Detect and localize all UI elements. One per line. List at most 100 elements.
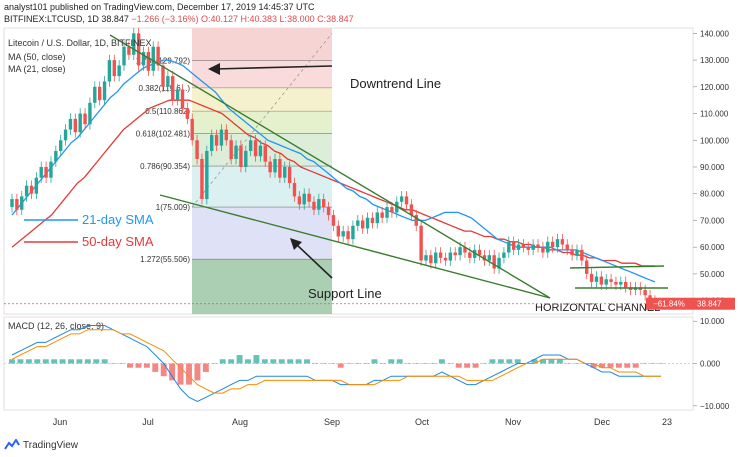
candle-body: [375, 212, 379, 224]
downtrend-line: [109, 34, 551, 299]
macd-hist-bar: [489, 359, 496, 364]
macd-y-tick-label: −10.000: [700, 402, 730, 411]
candle-body: [209, 134, 214, 151]
candle-body: [589, 273, 594, 282]
y-tick-label: 100.000: [700, 136, 729, 145]
macd-hist-bar: [320, 363, 327, 364]
macd-hist-bar: [127, 363, 133, 368]
downtrend-arrowhead: [208, 63, 220, 75]
macd-hist-bar: [304, 359, 310, 364]
candle-body: [302, 193, 306, 205]
macd-hist-bar: [413, 363, 420, 364]
footer-brand[interactable]: TradingView: [4, 439, 78, 451]
macd-hist-bar: [160, 363, 167, 377]
fib-zone: [192, 111, 332, 134]
macd-hist-bar: [118, 363, 125, 364]
candle-body: [180, 89, 185, 109]
macd-hist-bar: [25, 359, 32, 364]
macd-hist-bar: [388, 359, 395, 364]
fib-trend-line: [191, 33, 333, 208]
candle-body: [195, 140, 199, 159]
macd-hist-bar: [624, 363, 631, 368]
candle-body: [390, 207, 394, 213]
candle-body: [404, 196, 409, 205]
macd-title: MACD (12, 26, close, 9): [8, 321, 104, 331]
signal-line: [11, 329, 661, 394]
candle-body: [312, 201, 316, 210]
candle-body: [492, 255, 496, 269]
candle-body: [185, 108, 190, 119]
last-price-badge: [693, 297, 735, 310]
macd-hist-bar: [590, 363, 597, 368]
macd-y-tick-label: 0.000: [700, 360, 721, 369]
macd-hist-bar: [641, 363, 648, 364]
macd-hist-bar: [599, 363, 605, 368]
macd-hist-bar: [346, 363, 353, 364]
x-tick-label: Jul: [142, 417, 154, 427]
x-tick-label: 23: [662, 417, 672, 427]
candle-body: [322, 199, 326, 208]
candle-body: [604, 279, 608, 285]
candle-body: [132, 33, 136, 55]
candle-body: [54, 150, 58, 162]
candle-body: [443, 257, 448, 261]
macd-hist-bar: [481, 363, 487, 364]
candle-body: [399, 196, 404, 202]
candle-body: [73, 118, 78, 133]
y-tick-label: 140.000: [700, 29, 729, 38]
channel-label: HORIZONTAL CHANNEL: [535, 302, 660, 314]
candle-body: [24, 185, 29, 197]
publisher-text: analyst101 published on TradingView.com,…: [4, 2, 315, 12]
candle-body: [88, 102, 92, 125]
candle-body: [297, 196, 302, 205]
macd-hist-bar: [177, 363, 184, 385]
macd-hist-bar: [573, 363, 580, 364]
y-tick-label: 110.000: [700, 110, 729, 119]
candle-body: [127, 46, 131, 55]
macd-hist-bar: [202, 363, 209, 372]
x-tick-label: Dec: [594, 417, 611, 427]
candle-body: [161, 65, 165, 87]
candle-body: [409, 204, 414, 216]
tradingview-logo-icon: [4, 439, 20, 450]
macd-hist-bar: [143, 363, 150, 368]
candle-body: [268, 161, 272, 173]
macd-hist-bar: [261, 359, 268, 364]
candle-body: [365, 217, 370, 229]
macd-hist-bar: [447, 363, 454, 364]
channel-top-line: [569, 265, 665, 269]
candle-body: [331, 215, 336, 226]
candle-body: [360, 220, 365, 229]
downtrend-arrow-shaft: [213, 65, 333, 70]
candle-body: [214, 134, 219, 146]
candle-body: [205, 150, 209, 200]
candle-body: [49, 161, 53, 178]
candle-body: [44, 166, 48, 178]
candle-body: [526, 247, 530, 250]
macd-hist-bar: [329, 363, 336, 364]
macd-hist-bar: [455, 363, 462, 368]
candle-body: [463, 247, 467, 253]
candle-body: [83, 113, 87, 125]
fib-level-label: 0.786(90.354): [140, 162, 190, 171]
price-pane-title: Litecoin / U.S. Dollar, 1D, BITFINEX: [8, 38, 152, 48]
candle-body: [341, 231, 345, 237]
macd-hist-bar: [632, 363, 639, 368]
x-tick-label: Oct: [415, 417, 430, 427]
legend-ma50: MA (50, close): [8, 52, 66, 62]
macd-hist-bar: [93, 359, 100, 364]
macd-hist-bar: [615, 363, 622, 368]
candle-body: [560, 239, 565, 245]
macd-hist-bar: [270, 359, 277, 364]
symbol-line: BITFINEX:LTCUSD, 1D 38.847 −1.266 (−3.16…: [4, 14, 354, 24]
macd-hist-bar: [658, 363, 664, 364]
candle-body: [458, 247, 462, 256]
support-arrowhead: [290, 238, 302, 250]
candle-body: [29, 185, 34, 194]
candle-body: [317, 199, 321, 210]
y-tick-label: 60.000: [700, 243, 725, 252]
macd-hist-bar: [607, 363, 614, 368]
macd-hist-bar: [506, 359, 513, 364]
fib-zone: [192, 87, 332, 112]
